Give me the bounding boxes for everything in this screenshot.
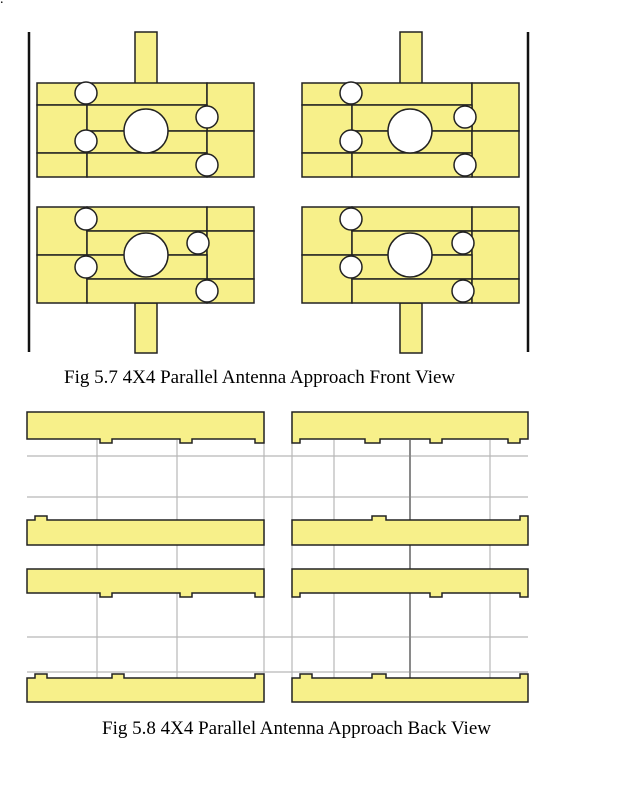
- stray-mark: .: [0, 0, 4, 8]
- antenna-back-view-figure: [26, 411, 529, 703]
- antenna-element-bottom-right: [301, 206, 520, 304]
- antenna-front-view-figure: [27, 31, 530, 354]
- antenna-element-top-right: [301, 81, 520, 178]
- board-frame: [27, 32, 530, 352]
- figure-5-8-caption: Fig 5.8 4X4 Parallel Antenna Approach Ba…: [102, 718, 491, 739]
- antenna-element-top-left: [36, 81, 255, 178]
- ground-strips: [26, 411, 529, 703]
- antenna-element-bottom-left: [36, 206, 255, 304]
- figure-5-7-caption: Fig 5.7 4X4 Parallel Antenna Approach Fr…: [64, 367, 456, 388]
- ground-grid: [27, 412, 528, 702]
